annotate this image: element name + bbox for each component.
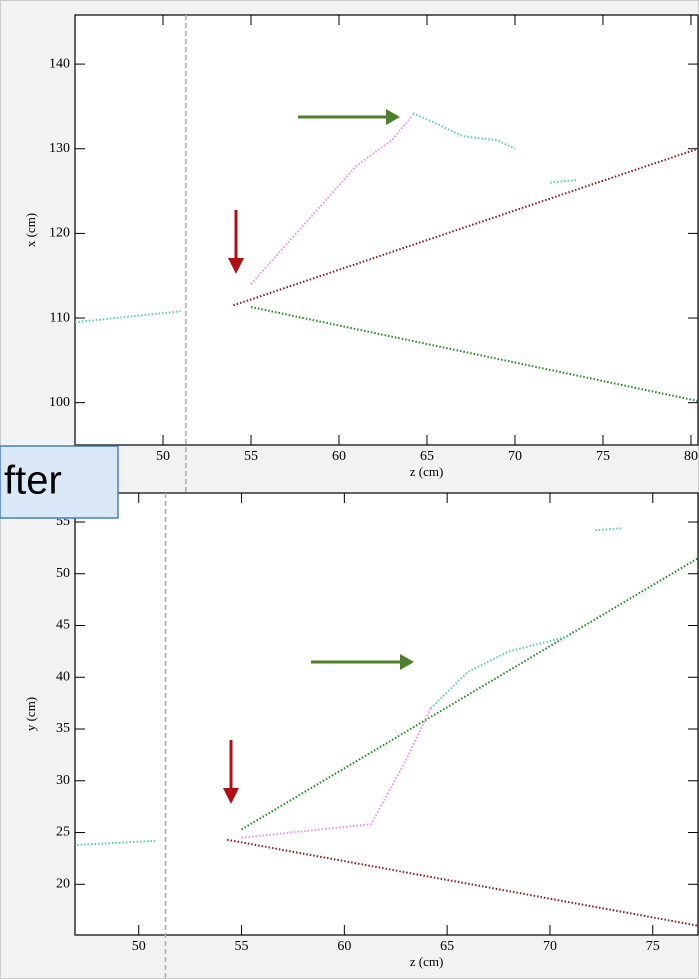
x-tick-label: 65 [440, 939, 454, 954]
overlay-label: fter [4, 459, 62, 503]
y-axis-label: y (cm) [23, 697, 38, 731]
y-tick-label: 130 [49, 141, 70, 156]
y-tick-label: 50 [56, 566, 70, 581]
y-axis-label: x (cm) [23, 213, 38, 247]
x-tick-label: 50 [132, 939, 146, 954]
x-tick-label: 70 [508, 449, 522, 464]
charts: 50 55 60 65 70 75 80 100 110 120 130 140 z (cm) x (cm… [23, 15, 698, 979]
x-tick-label: 55 [235, 939, 249, 954]
x-tick-label: 75 [596, 449, 610, 464]
y-tick-label: 45 [56, 618, 70, 633]
x-tick-label: 80 [684, 449, 698, 464]
x-axis-label: z (cm) [410, 464, 444, 479]
x-tick-label: 55 [244, 449, 258, 464]
y-tick-label: 35 [56, 721, 70, 736]
y-tick-label: 20 [56, 876, 70, 891]
y-tick-label: 40 [56, 669, 70, 684]
x-tick-label: 50 [156, 449, 170, 464]
x-tick-label: 60 [332, 449, 346, 464]
y-tick-label: 30 [56, 773, 70, 788]
screenshot: 50 55 60 65 70 75 80 100 110 120 130 140 z (cm) x (cm… [0, 0, 699, 979]
x-tick-label: 70 [543, 939, 557, 954]
x-axis-label: z (cm) [410, 954, 444, 969]
x-tick-label: 65 [420, 449, 434, 464]
y-tick-label: 110 [50, 310, 70, 325]
y-tick-label: 140 [49, 56, 70, 71]
x-tick-label: 75 [646, 939, 660, 954]
y-tick-label: 100 [49, 395, 70, 410]
y-tick-label: 25 [56, 825, 70, 840]
y-tick-label: 120 [49, 226, 70, 241]
x-tick-label: 60 [337, 939, 351, 954]
